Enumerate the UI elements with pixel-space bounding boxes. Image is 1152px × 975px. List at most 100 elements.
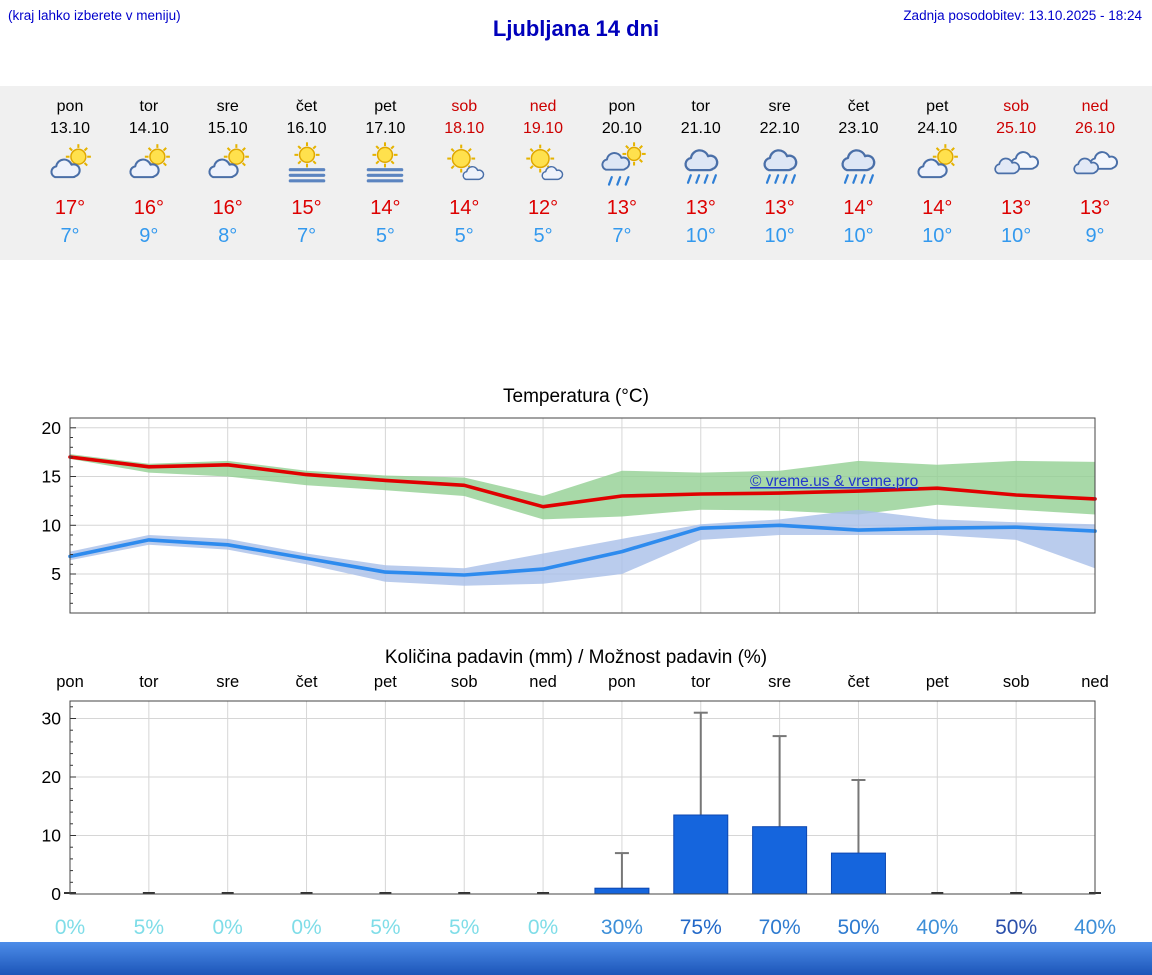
precip-probability: 70% [758, 916, 801, 939]
high-temp: 15° [291, 197, 322, 220]
weather-icon [976, 142, 1056, 192]
precip-probability: 50% [837, 916, 880, 939]
low-temp: 10° [922, 225, 953, 248]
precip-day-label: pon [56, 673, 84, 691]
sun-cloud-icon [129, 144, 170, 179]
low-temp: 10° [764, 225, 795, 248]
weather-icon [661, 142, 741, 192]
high-temp: 16° [133, 197, 164, 220]
high-temp: 14° [843, 197, 874, 220]
low-temp: 5° [454, 225, 474, 248]
weather-icon [267, 142, 347, 192]
forecast-day-26.10: ned 26.10 13° 9° [1055, 96, 1135, 248]
precip-day-label: pon [608, 673, 636, 691]
cloudy-icon [994, 151, 1040, 175]
weather-icon [503, 142, 583, 192]
low-temp: 5° [375, 225, 395, 248]
day-name: pon [608, 98, 636, 115]
high-temp: 13° [764, 197, 795, 220]
day-name: pet [374, 98, 397, 115]
precip-day-label: tor [139, 673, 159, 691]
day-name: sre [216, 98, 239, 115]
svg-text:20: 20 [42, 418, 62, 438]
svg-text:30: 30 [42, 709, 62, 729]
high-temp: 13° [1001, 197, 1032, 220]
day-date: 22.10 [759, 119, 800, 137]
low-temp: 7° [612, 225, 632, 248]
day-name: ned [1081, 98, 1109, 115]
precip-day-label: tor [691, 673, 711, 691]
header: (kraj lahko izberete v meniju) Ljubljana… [0, 0, 1152, 42]
day-name: sre [768, 98, 791, 115]
precip-probability: 40% [1073, 916, 1117, 939]
forecast-day-23.10: čet 23.10 14° 10° [818, 96, 898, 248]
precip-percent-row: 0% 5% 0% 0% 5% 5% 0% 30% 75% 70% 50% 40% 50% 40% [0, 916, 1152, 948]
svg-text:15: 15 [42, 467, 61, 487]
day-date: 16.10 [286, 119, 327, 137]
watermark-link[interactable]: © vreme.us & vreme.pro [750, 473, 918, 490]
day-date: 26.10 [1074, 119, 1116, 137]
day-date: 19.10 [523, 119, 564, 137]
precip-probability: 5% [449, 916, 480, 939]
high-temp: 14° [922, 197, 953, 220]
high-temp: 14° [370, 197, 401, 220]
page-title: Ljubljana 14 dni [492, 16, 660, 41]
weather-icon [109, 142, 189, 192]
forecast-day-24.10: pet 24.10 14° 10° [897, 96, 977, 248]
precip-day-label: sob [450, 673, 478, 691]
svg-text:10: 10 [42, 515, 62, 535]
day-name: sob [451, 98, 478, 115]
high-temp: 14° [449, 197, 480, 220]
precip-probability: 0% [212, 916, 243, 939]
weather-icon [740, 142, 820, 192]
low-temp: 10° [1001, 225, 1032, 248]
day-date: 17.10 [365, 119, 406, 137]
forecast-strip: pon 13.10 17° 7° tor 14.10 16° 9° sre 15.10 16° 8° č… [0, 86, 1152, 260]
low-temp: 9° [139, 225, 159, 248]
precip-probability: 0% [291, 916, 322, 939]
sun-fog-icon [288, 142, 325, 183]
sun-cloud-small-icon [526, 144, 564, 181]
precip-probability: 0% [54, 916, 86, 939]
precip-probability: 50% [995, 916, 1038, 939]
low-temp: 10° [843, 225, 874, 248]
day-date: 13.10 [49, 119, 91, 137]
weather-icon [582, 142, 662, 192]
precip-probability: 40% [916, 916, 959, 939]
precip-day-label: sre [216, 673, 240, 691]
day-date: 24.10 [917, 119, 958, 137]
day-date: 20.10 [601, 119, 642, 137]
footer-bar [0, 942, 1152, 975]
low-temp: 10° [685, 225, 716, 248]
low-temp: 7° [296, 225, 317, 248]
precip-chart-title: Količina padavin (mm) / Možnost padavin … [384, 647, 768, 668]
precip-day-label: ned [1081, 673, 1109, 691]
precip-day-label: čet [295, 673, 318, 691]
sun-rain-icon [601, 142, 646, 186]
day-name: pon [56, 98, 84, 115]
menu-hint: (kraj lahko izberete v meniju) [8, 8, 181, 23]
day-date: 23.10 [838, 119, 879, 137]
rain-icon [763, 149, 797, 185]
low-temp: 5° [533, 225, 553, 248]
precip-day-labels: pon tor sre čet pet sob ned pon tor sre čet pet sob n… [0, 673, 1152, 697]
weather-icon [30, 142, 110, 192]
last-updated: Zadnja posodobitev: 13.10.2025 - 18:24 [903, 8, 1142, 23]
day-date: 21.10 [680, 119, 721, 137]
day-name: tor [691, 98, 711, 115]
day-name: sob [1003, 98, 1030, 115]
rain-icon [684, 149, 719, 185]
forecast-day-18.10: sob 18.10 14° 5° [424, 96, 504, 248]
temperature-section: Temperatura (°C) 5 10 15 20 © vreme.us & vre… [0, 386, 1152, 633]
precip-day-label: pet [373, 673, 397, 691]
precip-probability: 5% [133, 916, 165, 939]
precip-probability: 30% [600, 916, 643, 939]
day-name: tor [139, 98, 159, 115]
weather-icon [818, 142, 898, 192]
low-temp: 9° [1085, 225, 1105, 248]
forecast-day-15.10: sre 15.10 16° 8° [188, 96, 268, 248]
weather-icon [424, 142, 504, 192]
sun-cloud-icon [917, 144, 959, 179]
rain-icon [841, 149, 876, 185]
